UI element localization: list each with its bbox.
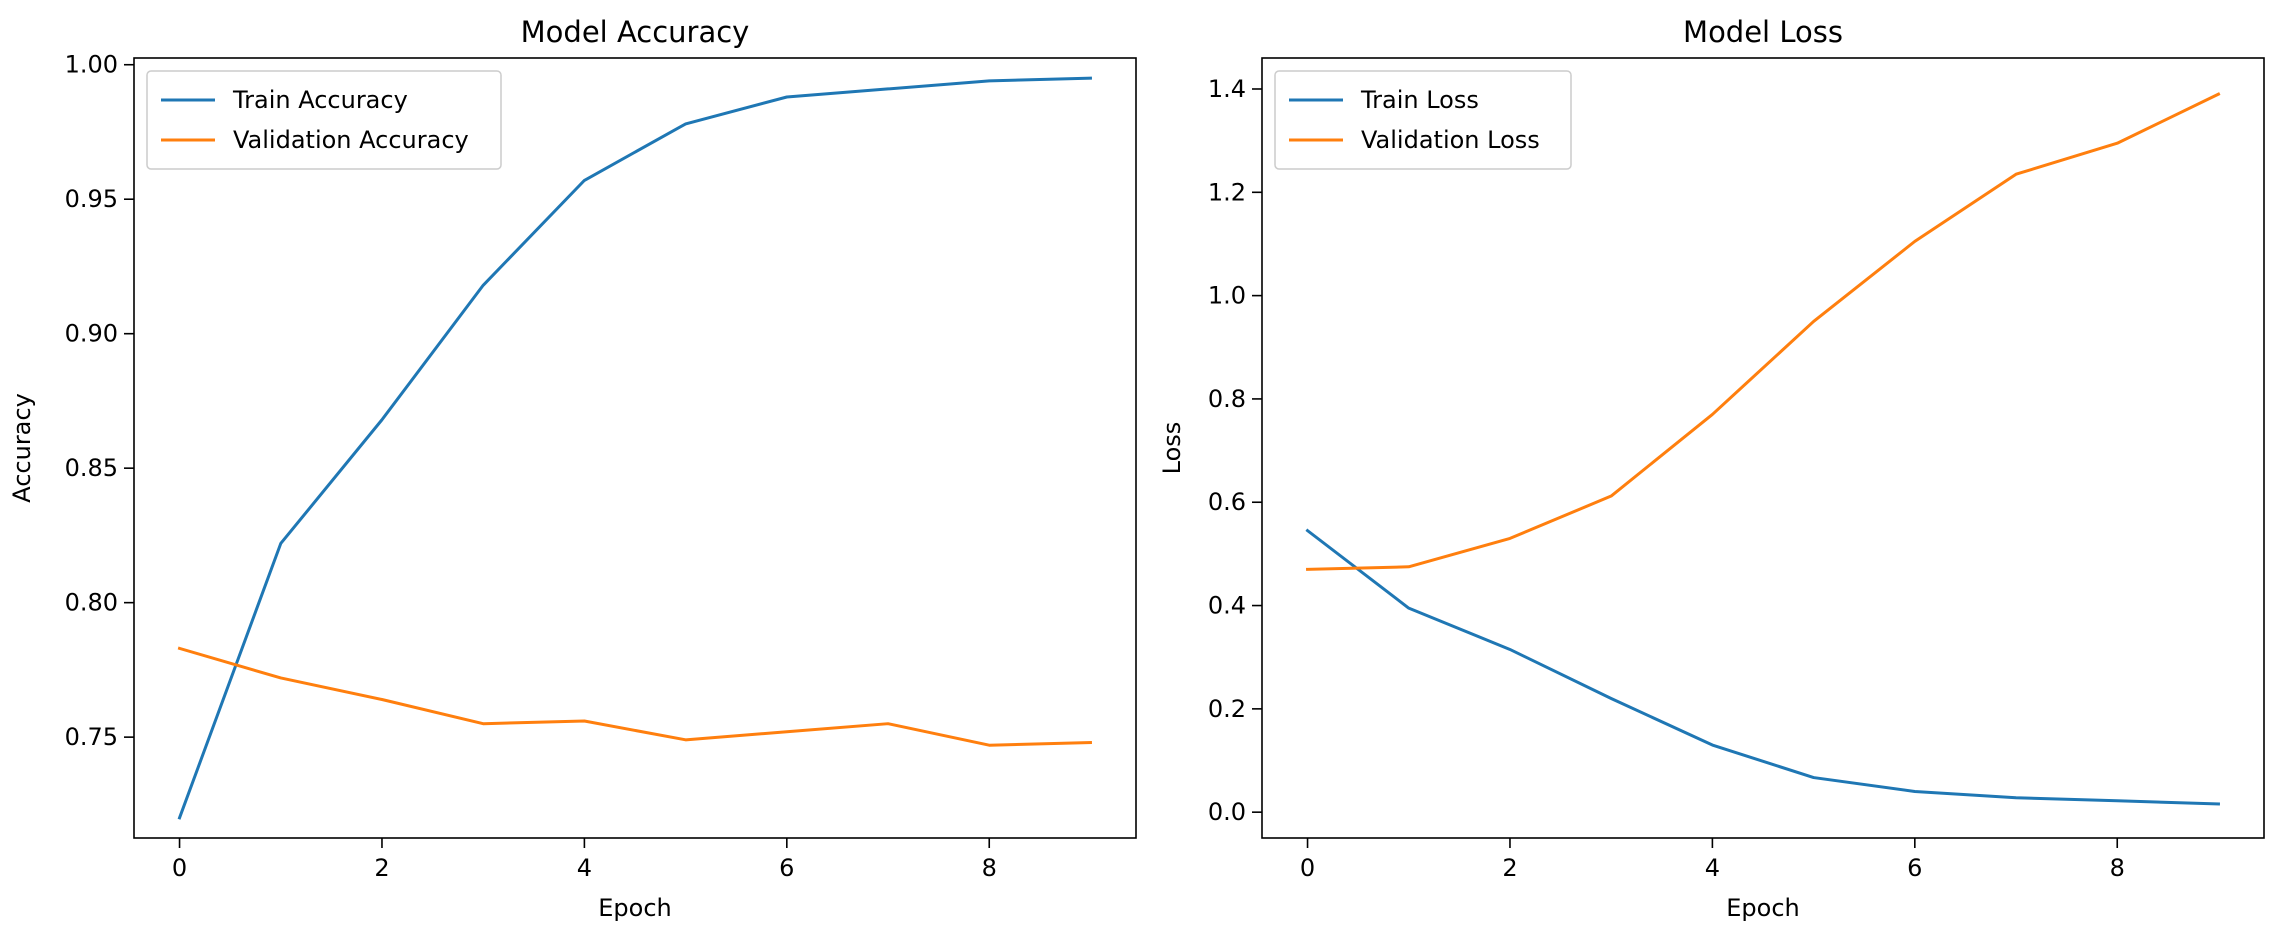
series-line-validation-accuracy [177,646,1092,747]
y-tick-label: 0.2 [1208,695,1246,723]
axes-frame [1261,57,2265,839]
y-tick-label: 0.6 [1208,488,1246,516]
x-tick-label: 8 [2110,854,2125,882]
series-line-validation-loss [1306,92,2221,571]
axes-frame [133,57,1137,839]
legend: Train Loss Validation Loss [1274,70,1572,170]
x-tick-label: 0 [1300,854,1315,882]
chart-panel-1: Model Accuracy 0 2 4 6 8 0.75 0.80 0.85 0.90 0.95 1… [8,15,1137,922]
x-tick-label: 2 [1502,854,1517,882]
chart-panel-2: Model Loss 0 2 4 6 8 0.0 0.2 0.4 0.6 0.8 1.0 1.2 1.4 E… [1158,15,2265,922]
legend: Train Accuracy Validation Accuracy [146,70,502,170]
y-axis-label: Accuracy [8,393,36,503]
legend-entry: Train Loss [1360,86,1479,114]
y-tick-label: 0.8 [1208,385,1246,413]
x-axis-label: Epoch [1726,894,1800,922]
y-tick-label: 1.0 [1208,282,1246,310]
y-tick-label: 0.80 [65,589,118,617]
x-tick-label: 4 [577,854,592,882]
x-tick-label: 4 [1705,854,1720,882]
legend-box [1274,70,1572,170]
legend-box [146,70,502,170]
series-lines [1305,92,2221,806]
y-tick-label: 0.75 [65,723,118,751]
y-tick-label: 0.85 [65,454,118,482]
x-tick-label: 2 [374,854,389,882]
legend-entry: Train Accuracy [232,86,408,114]
series-line-train-accuracy [177,76,1092,820]
y-tick-label: 0.90 [65,320,118,348]
chart-title: Model Loss [1683,15,1843,49]
series-lines [177,76,1092,820]
legend-entry: Validation Loss [1361,126,1540,154]
x-tick-label: 6 [1907,854,1922,882]
x-tick-label: 8 [982,854,997,882]
y-axis-label: Loss [1158,422,1186,475]
x-axis-label: Epoch [598,894,672,922]
y-tick-label: 1.4 [1208,75,1246,103]
y-tick-label: 0.0 [1208,798,1246,826]
y-tick-label: 0.4 [1208,592,1246,620]
y-tick-label: 0.95 [65,185,118,213]
chart-title: Model Accuracy [521,15,750,49]
x-tick-label: 6 [779,854,794,882]
series-line-train-loss [1305,528,2220,806]
legend-entry: Validation Accuracy [233,126,469,154]
x-tick-label: 0 [172,854,187,882]
y-tick-label: 1.2 [1208,178,1246,206]
y-tick-label: 1.00 [65,51,118,79]
